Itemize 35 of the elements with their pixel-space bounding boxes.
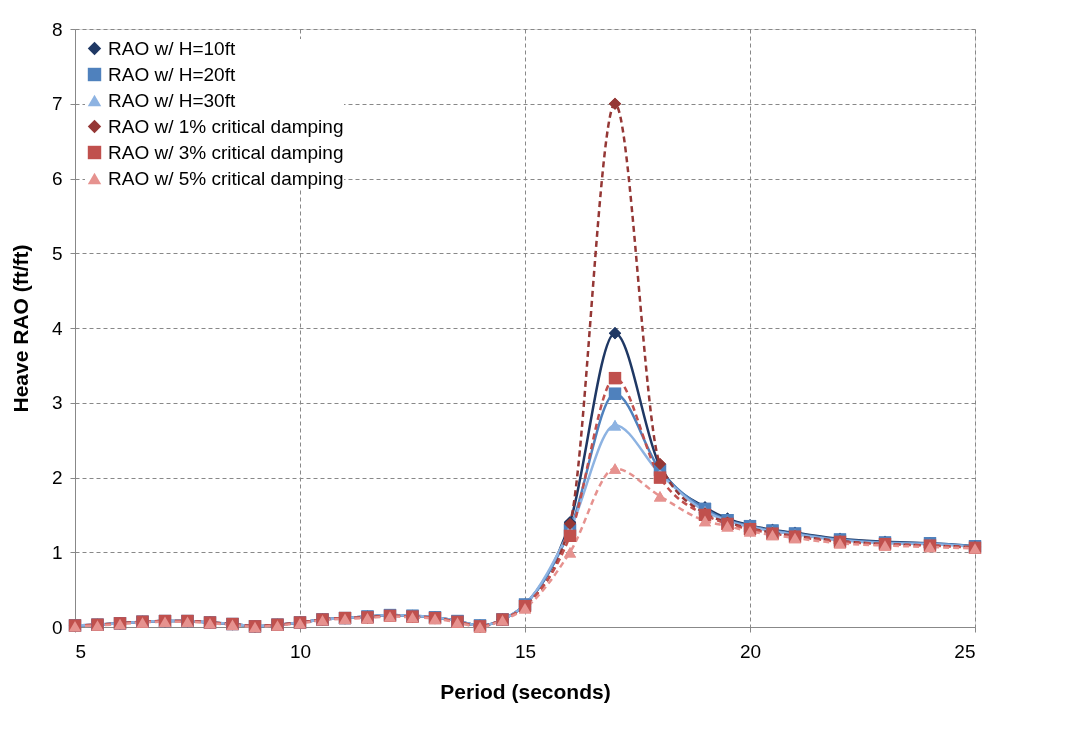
legend-label: RAO w/ 5% critical damping	[108, 167, 344, 189]
point	[563, 529, 577, 542]
legend-label: RAO w/ 1% critical damping	[108, 115, 344, 137]
y-tick-label: 3	[51, 392, 63, 414]
x-tick-label: 25	[954, 640, 976, 662]
x-axis-title: Period (seconds)	[440, 679, 611, 703]
y-tick-label: 4	[51, 317, 63, 339]
point	[743, 526, 757, 537]
point	[698, 515, 712, 527]
point	[608, 463, 622, 474]
point	[608, 419, 622, 431]
legend-label: RAO w/ H=20ft	[108, 63, 236, 85]
point	[608, 387, 622, 400]
point	[653, 490, 667, 502]
y-tick-label: 6	[51, 168, 63, 189]
legend-label: RAO w/ 3% critical damping	[108, 141, 344, 163]
legend-label: RAO w/ H=30ft	[108, 89, 236, 111]
x-tick-label: 5	[75, 640, 87, 662]
point	[653, 471, 667, 484]
legend-label: RAO w/ H=10ft	[108, 37, 236, 59]
point	[563, 546, 577, 558]
y-tick-label: 7	[51, 93, 63, 115]
y-tick-label: 5	[51, 242, 63, 264]
point	[608, 97, 622, 110]
point	[608, 327, 622, 340]
y-tick-label: 2	[51, 467, 63, 488]
x-tick-label: 10	[289, 640, 312, 662]
y-tick-label: 8	[51, 18, 63, 40]
point	[608, 371, 622, 385]
x-tick-label: 15	[514, 640, 537, 662]
point	[518, 603, 532, 614]
y-tick-label: 0	[51, 616, 63, 638]
y-tick-label: 1	[51, 541, 63, 563]
y-axis-title: Heave RAO (ft/ft)	[8, 244, 32, 413]
x-tick-label: 20	[739, 640, 762, 662]
